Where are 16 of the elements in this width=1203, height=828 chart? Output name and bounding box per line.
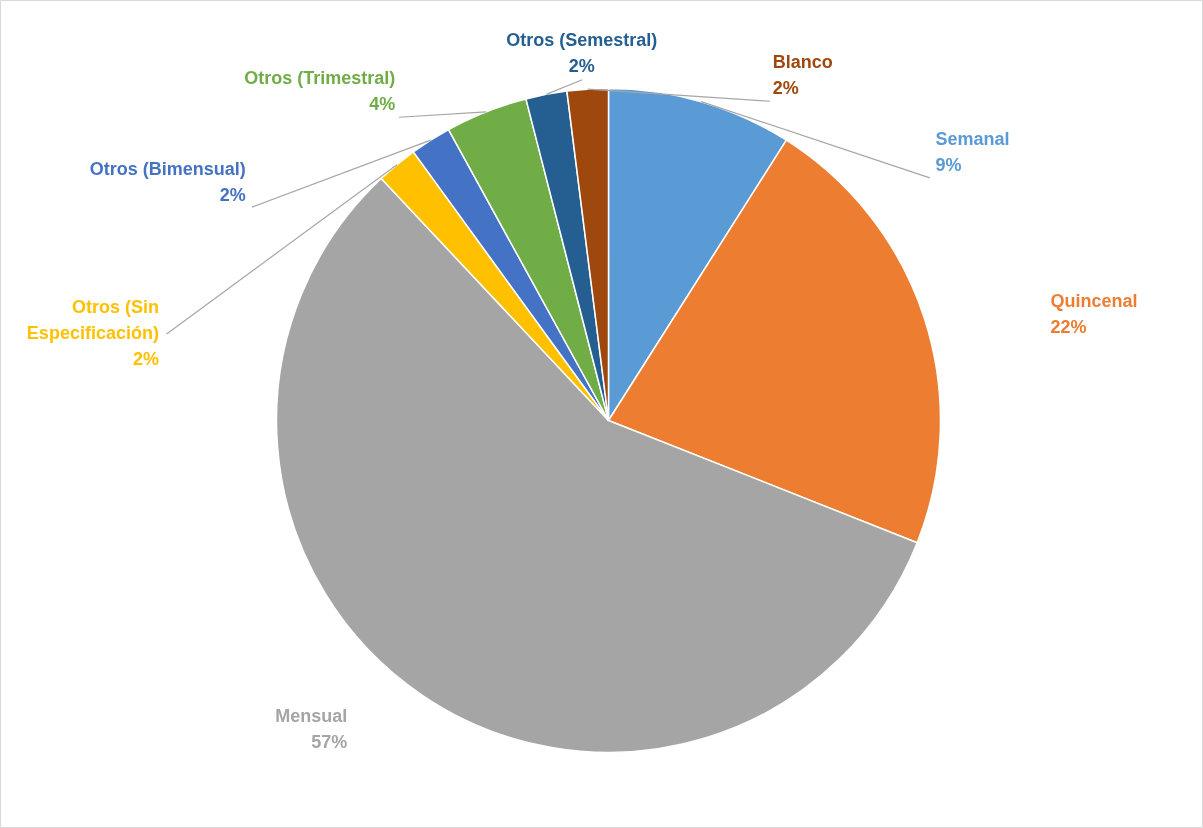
- data-label: 57%: [311, 732, 348, 753]
- slice-label: Semanal: [935, 129, 1010, 150]
- data-label: 4%: [369, 93, 396, 114]
- data-label: 2%: [132, 348, 159, 369]
- slice-label: Blanco: [772, 51, 833, 72]
- slice-label: Otros (Bimensual): [89, 158, 246, 179]
- data-label: 2%: [219, 184, 246, 205]
- slice-label: Otros (Sin Especificación): [26, 296, 159, 343]
- slice-label: Quincenal: [1050, 290, 1138, 311]
- data-label: 9%: [935, 155, 962, 176]
- data-label: 22%: [1050, 316, 1087, 337]
- slice-label: Otros (Trimestral): [244, 67, 396, 88]
- data-label: 2%: [568, 55, 595, 76]
- slice-label: Otros (Semestral): [506, 29, 658, 50]
- slice-label: Mensual: [275, 706, 348, 727]
- data-label: 2%: [772, 77, 799, 98]
